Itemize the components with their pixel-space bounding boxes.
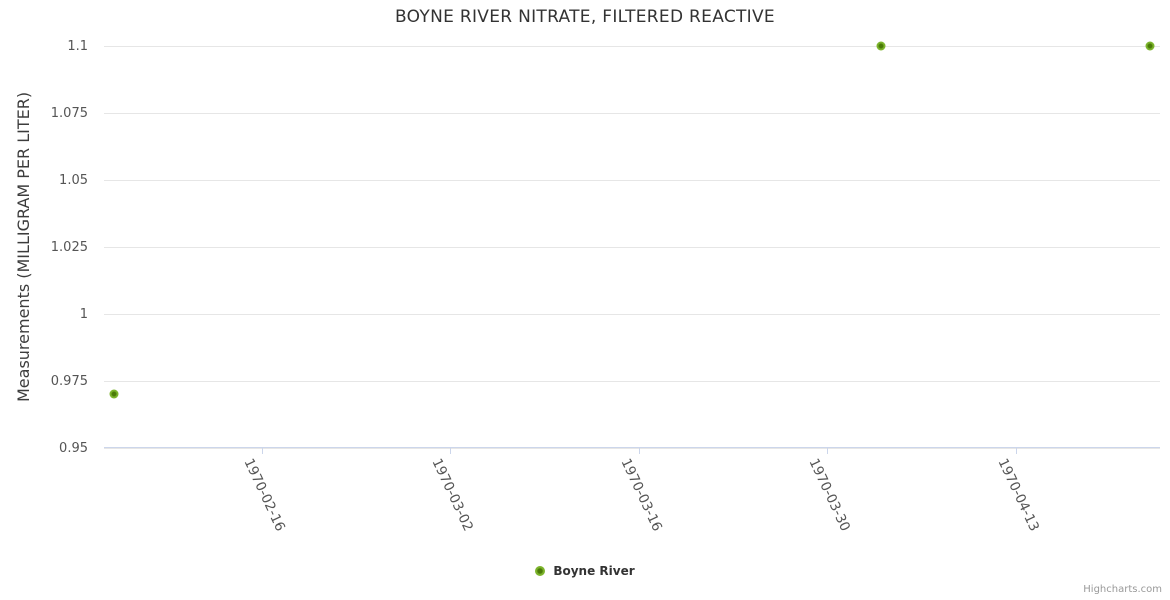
x-axis-tick: [1015, 448, 1017, 454]
gridline: [104, 447, 1160, 449]
y-axis-label: 1.05: [59, 172, 88, 188]
legend-label: Boyne River: [553, 564, 635, 578]
legend-item-boyne-river[interactable]: Boyne River: [535, 564, 635, 578]
highcharts-credits-link[interactable]: Highcharts.com: [1083, 584, 1162, 595]
legend: Boyne River: [0, 562, 1170, 580]
x-axis-tick: [827, 448, 829, 454]
x-axis-label: 1970-03-02: [428, 456, 477, 534]
data-point[interactable]: [109, 389, 119, 399]
gridline: [104, 179, 1160, 181]
gridline: [104, 246, 1160, 248]
data-point[interactable]: [876, 41, 886, 51]
y-axis-label: 1.1: [67, 39, 88, 55]
y-axis-label: 1: [79, 306, 88, 322]
y-axis-label: 1.025: [50, 239, 88, 255]
legend-marker-icon: [535, 566, 546, 576]
y-axis-label: 0.95: [59, 440, 88, 456]
x-axis-label: 1970-04-13: [994, 456, 1042, 534]
data-point[interactable]: [1145, 41, 1155, 51]
x-axis-label: 1970-02-16: [240, 456, 288, 534]
x-axis-line: [104, 447, 1160, 448]
gridline: [104, 313, 1160, 315]
x-axis-label: 1970-03-16: [617, 456, 665, 534]
x-axis-tick: [261, 448, 263, 454]
chart-title: BOYNE RIVER NITRATE, FILTERED REACTIVE: [395, 7, 775, 27]
x-axis-tick: [638, 448, 640, 454]
gridline: [104, 112, 1160, 114]
gridline: [104, 46, 1160, 47]
y-axis-label: 1.075: [50, 106, 88, 122]
y-axis-label: 0.975: [50, 373, 88, 389]
x-axis-tick: [450, 448, 452, 454]
gridline: [104, 380, 1160, 382]
x-axis-label: 1970-03-30: [805, 456, 854, 534]
